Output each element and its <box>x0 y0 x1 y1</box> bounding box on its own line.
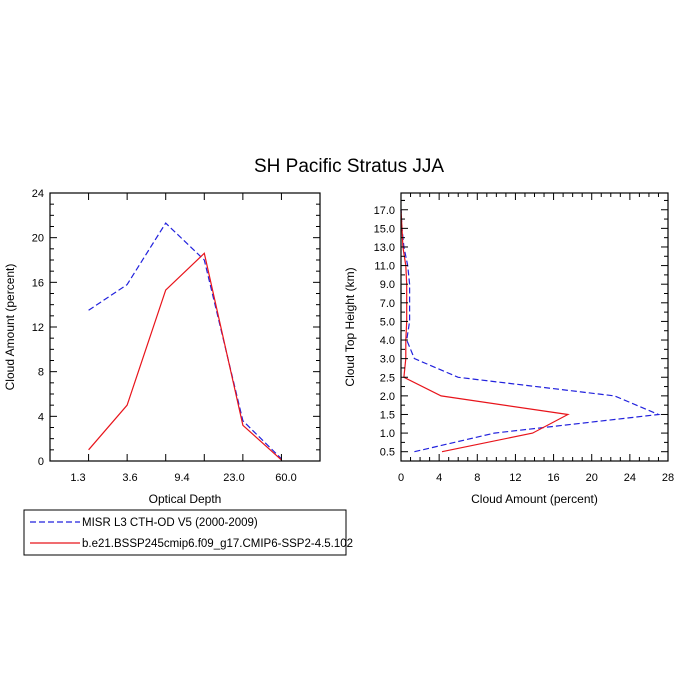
x-tick-label: 23.0 <box>223 472 244 484</box>
y-tick-label: 17.0 <box>374 205 395 217</box>
y-tick-label: 13.0 <box>374 242 395 254</box>
y-axis-label: Cloud Amount (percent) <box>3 264 17 391</box>
y-tick-label: 1.0 <box>380 428 395 440</box>
optical-depth-panel: 0 4 8 12 16 20 24 1.3 3.6 9.4 23.0 60.0 Optical Dept… <box>3 188 321 506</box>
x-tick-label: 20 <box>586 472 598 484</box>
y-tick-label: 0.5 <box>380 447 395 459</box>
y-tick-label: 24 <box>32 188 44 200</box>
x-tick-label: 9.4 <box>174 472 189 484</box>
y-tick-label: 5.0 <box>380 316 395 328</box>
x-tick-label: 24 <box>624 472 636 484</box>
x-tick-label: 4 <box>436 472 442 484</box>
x-axis-label: Optical Depth <box>149 492 222 506</box>
y-tick-label: 2.5 <box>380 372 395 384</box>
x-tick-label: 8 <box>474 472 480 484</box>
y-tick-label: 0 <box>38 456 44 468</box>
figure-title: SH Pacific Stratus JJA <box>254 156 444 177</box>
legend: MISR L3 CTH-OD V5 (2000-2009) b.e21.BSSP… <box>23 509 353 556</box>
y-tick-label: 11.0 <box>374 261 395 273</box>
x-tick-label: 12 <box>509 472 521 484</box>
y-tick-label: 15.0 <box>374 223 395 235</box>
y-tick-label: 3.0 <box>380 354 395 366</box>
plot-frame <box>49 192 321 462</box>
y-tick-label: 4 <box>38 411 44 423</box>
x-tick-label: 28 <box>662 472 674 484</box>
x-tick-label: 0 <box>398 472 404 484</box>
legend-label-obs: MISR L3 CTH-OD V5 (2000-2009) <box>82 517 258 529</box>
y-axis-label: Cloud Top Height (km) <box>343 267 357 386</box>
y-tick-label: 2.0 <box>380 391 395 403</box>
y-tick-label: 16 <box>32 277 44 289</box>
x-axis-label: Cloud Amount (percent) <box>471 492 598 506</box>
series-line-model <box>400 209 570 453</box>
x-tick-label: 60.0 <box>275 472 296 484</box>
legend-label-model: b.e21.BSSP245cmip6.f09_g17.CMIP6-SSP2-4.… <box>82 538 353 550</box>
x-tick-label: 16 <box>547 472 559 484</box>
series-line-obs <box>400 209 661 453</box>
y-tick-label: 7.0 <box>380 298 395 310</box>
series-line-obs <box>88 222 282 460</box>
plot-frame <box>400 192 669 462</box>
series-line-model <box>88 252 282 461</box>
cloud-top-height-panel: 0.5 1.0 1.5 2.0 2.5 3.0 4.0 5.0 7.0 9.0 11.0 13.0 15… <box>343 192 674 506</box>
y-tick-label: 4.0 <box>380 335 395 347</box>
y-tick-label: 20 <box>32 233 44 245</box>
y-tick-label: 12 <box>32 322 44 334</box>
y-tick-label: 9.0 <box>380 279 395 291</box>
x-tick-label: 1.3 <box>70 472 85 484</box>
y-tick-label: 1.5 <box>380 409 395 421</box>
legend-frame <box>23 509 347 556</box>
y-tick-label: 8 <box>38 367 44 379</box>
x-tick-label: 3.6 <box>122 472 137 484</box>
